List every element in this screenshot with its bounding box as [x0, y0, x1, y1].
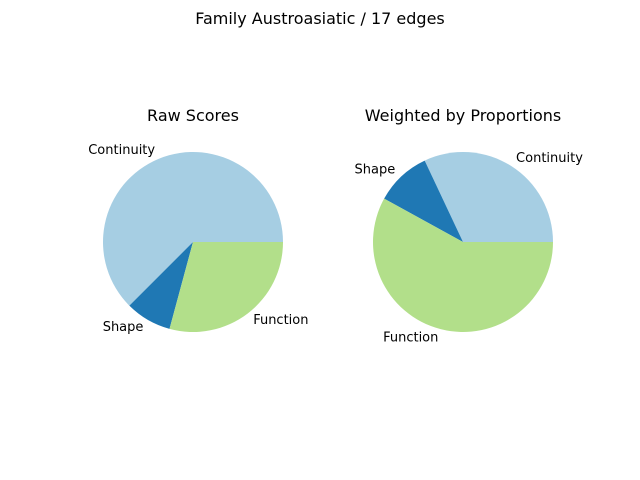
pie-slice-shape: [129, 242, 193, 329]
pie-title-weighted: Weighted by Proportions: [365, 106, 561, 125]
pie-chart-raw-scores: Raw Scores Continuity Shape Function: [88, 106, 308, 335]
pie-slice-continuity: [103, 152, 283, 306]
pie-title-raw-scores: Raw Scores: [147, 106, 239, 125]
slice-label-continuity: Continuity: [516, 151, 583, 166]
pie-slice-continuity: [424, 152, 553, 242]
pie-chart-weighted: Weighted by Proportions Continuity Shape F…: [355, 106, 584, 345]
slice-label-function: Function: [383, 330, 438, 345]
figure-title: Family Austroasiatic / 17 edges: [195, 9, 445, 28]
slice-label-function: Function: [253, 313, 308, 328]
pie-slice-shape: [384, 160, 463, 242]
pie-slice-function: [373, 198, 553, 332]
slice-label-continuity: Continuity: [88, 143, 155, 158]
slice-label-shape: Shape: [355, 162, 396, 177]
slice-label-shape: Shape: [103, 320, 144, 335]
pie-slice-function: [169, 242, 283, 332]
